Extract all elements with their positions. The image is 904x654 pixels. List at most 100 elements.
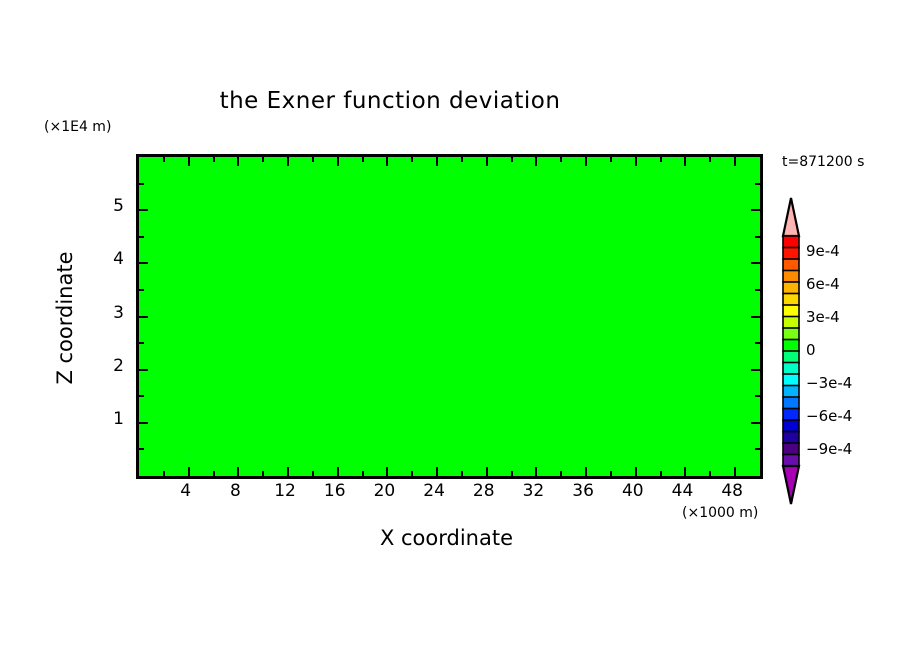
y-tick-right [755,342,760,344]
y-tick-right [751,422,760,424]
colorbar-gradient [781,197,801,505]
x-tick [411,471,413,476]
y-tick [139,209,148,211]
y-tick-right [751,316,760,318]
x-tick [535,467,537,476]
x-tick-top [486,157,488,166]
colorbar-tick-label: −6e-4 [806,406,853,425]
page-title: the Exner function deviation [219,88,561,114]
x-tick [188,467,190,476]
x-tick-top [734,157,736,166]
colorbar: 9e-4 6e-4 3e-4 0 −3e-4 −6e-4 −9e-4 [776,196,852,506]
time-annotation: t=871200 s [782,154,865,170]
colorbar-tick-label: −9e-4 [806,439,853,458]
y-tick-right [751,369,760,371]
y-tick-right [755,289,760,291]
x-tick-top [362,157,364,162]
plot-area [136,154,763,479]
y-tick-right [755,448,760,450]
y-tick [139,316,148,318]
colorbar-tick-label: 9e-4 [806,242,840,261]
x-tick-label: 24 [423,481,445,501]
x-tick-top [436,157,438,166]
x-tick-top [635,157,637,166]
x-tick-top [163,157,165,162]
x-tick-top [684,157,686,166]
x-tick-top [585,157,587,166]
x-tick-label: 16 [323,481,346,501]
x-tick-top [262,157,264,162]
x-tick [337,467,339,476]
x-tick [362,471,364,476]
x-tick [585,467,587,476]
x-tick-label: 4 [180,481,192,501]
y-tick [139,183,144,185]
x-tick [237,467,239,476]
z-axis-unit-label: (×1E4 m) [44,119,112,135]
x-axis-title: X coordinate [379,526,514,550]
x-tick-top [709,157,711,162]
x-tick [262,471,264,476]
x-tick-label: 48 [721,481,743,501]
x-tick [213,471,215,476]
colorbar-tick-label: 0 [806,341,816,359]
x-tick [486,467,488,476]
x-tick [386,467,388,476]
x-tick-top [511,157,513,162]
x-tick [684,467,686,476]
x-tick [511,471,513,476]
colorbar-tick-label: 3e-4 [806,308,840,327]
x-tick-label: 44 [671,481,694,501]
y-tick [139,262,148,264]
y-tick [139,342,144,344]
x-tick-label: 12 [274,481,296,501]
y-tick [139,236,144,238]
x-tick-top [386,157,388,166]
x-tick [734,467,736,476]
x-tick-label: 20 [373,481,396,501]
x-tick [436,467,438,476]
y-tick [139,422,148,424]
x-tick-top [660,157,662,162]
x-tick-top [188,157,190,166]
x-tick [461,471,463,476]
x-tick-label: 8 [229,481,241,501]
y-tick-right [755,236,760,238]
x-tick-top [287,157,289,166]
x-tick-top [312,157,314,162]
x-tick [709,471,711,476]
y-tick [139,395,144,397]
x-tick-top [213,157,215,162]
y-tick-right [755,183,760,185]
x-tick [635,467,637,476]
y-tick [139,369,148,371]
x-tick [312,471,314,476]
x-tick-top [610,157,612,162]
x-tick [163,471,165,476]
y-tick-right [755,395,760,397]
y-tick-right [751,209,760,211]
y-tick-label: 2 [113,355,124,376]
x-tick [660,471,662,476]
y-tick-right [751,262,760,264]
x-tick [560,471,562,476]
x-tick-top [237,157,239,166]
x-tick [610,471,612,476]
x-tick-top [535,157,537,166]
x-tick-label: 28 [472,481,495,501]
z-axis-title: Z coordinate [53,251,77,385]
x-tick-top [461,157,463,162]
contour-field [139,157,760,476]
x-tick-top [560,157,562,162]
y-tick-label: 4 [113,249,124,270]
y-tick [139,448,144,450]
y-tick [139,289,144,291]
x-axis-unit-label: (×1000 m) [682,505,759,521]
x-tick-label: 40 [621,481,644,501]
x-tick-label: 32 [522,481,545,501]
colorbar-tick-label: −3e-4 [806,373,853,392]
x-tick-top [337,157,339,166]
y-tick-label: 1 [113,408,124,429]
y-tick-label: 5 [113,196,124,217]
colorbar-tick-label: 6e-4 [806,275,840,294]
